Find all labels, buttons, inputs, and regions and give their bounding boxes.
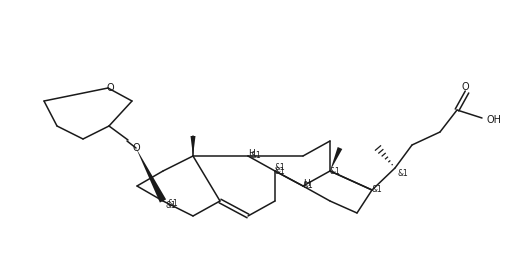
Text: &1: &1: [274, 166, 285, 175]
Text: &1: &1: [167, 199, 178, 208]
Polygon shape: [136, 148, 166, 203]
Text: H: H: [303, 180, 310, 189]
Text: OH: OH: [486, 115, 501, 125]
Text: O: O: [106, 83, 114, 93]
Text: &1: &1: [250, 151, 261, 160]
Text: &1: &1: [371, 186, 382, 195]
Text: &1: &1: [397, 168, 408, 178]
Text: O: O: [132, 143, 139, 153]
Polygon shape: [329, 147, 341, 171]
Text: O: O: [460, 82, 468, 92]
Polygon shape: [190, 136, 195, 156]
Text: &1: &1: [165, 201, 176, 211]
Text: &1: &1: [274, 163, 285, 172]
Text: &1: &1: [302, 181, 313, 190]
Text: &1: &1: [329, 166, 340, 175]
Text: H: H: [248, 149, 255, 158]
